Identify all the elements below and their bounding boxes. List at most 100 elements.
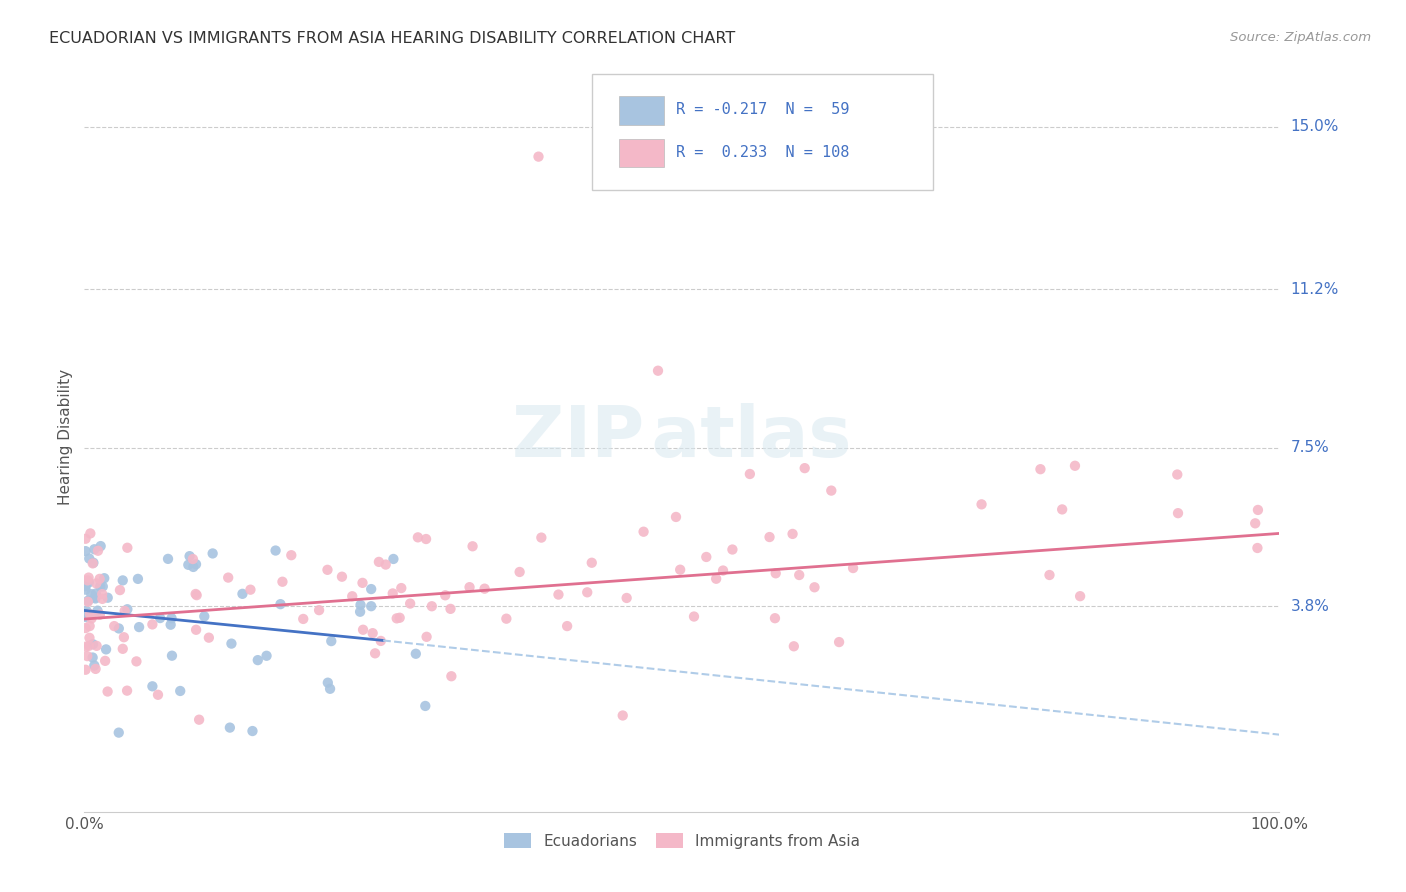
Point [239,582,262,597]
Point [75,621,97,635]
Point [415,532,437,546]
Point [555,619,578,633]
Point [108,583,131,598]
Point [108,622,131,636]
Point [458,580,481,594]
Point [264,543,287,558]
Point [612,708,634,723]
Point [75,640,97,654]
Point [94,642,117,657]
Point [75,582,97,597]
Point [1246,541,1268,555]
Point [420,599,443,614]
Point [91,591,114,606]
Point [141,617,163,632]
Text: 15.0%: 15.0% [1291,120,1339,134]
Point [128,620,150,634]
Point [177,558,200,572]
Point [711,564,734,578]
Point [188,713,211,727]
Point [184,623,207,637]
Point [125,654,148,668]
Point [89,607,111,622]
Point [793,461,815,475]
Point [169,684,191,698]
Point [280,548,302,562]
Point [77,639,100,653]
Point [1050,502,1073,516]
Point [828,635,851,649]
Point [86,576,108,591]
Point [399,597,422,611]
Point [201,546,224,560]
Point [79,619,101,633]
Point [256,648,278,663]
Point [115,683,138,698]
Point [94,654,117,668]
Point [75,604,97,618]
Point [141,679,163,693]
Point [79,631,101,645]
Point [787,568,810,582]
Point [434,588,457,602]
Point [246,653,269,667]
Point [160,648,183,663]
Point [75,579,97,593]
Point [90,539,112,553]
Point [75,663,97,677]
Point [374,558,396,572]
Point [530,531,553,545]
Point [474,582,496,596]
Text: R =  0.233  N = 108: R = 0.233 N = 108 [676,145,849,160]
Point [77,595,100,609]
Point [160,611,183,625]
Point [1166,467,1188,482]
Point [79,526,101,541]
Point [1247,503,1270,517]
Point [783,640,806,654]
Point [361,626,384,640]
Point [704,572,727,586]
Point [221,637,243,651]
Point [509,565,531,579]
Point [269,597,291,611]
Point [107,725,129,739]
Text: 11.2%: 11.2% [1291,282,1339,297]
Point [1069,589,1091,603]
FancyBboxPatch shape [619,139,664,168]
Point [231,587,253,601]
Point [721,542,744,557]
Point [292,612,315,626]
Point [665,510,688,524]
Point [75,544,97,558]
Point [389,581,412,595]
Point [242,724,264,739]
Point [765,566,787,581]
FancyBboxPatch shape [592,74,934,190]
Point [388,611,411,625]
Point [149,611,172,625]
Text: R = -0.217  N =  59: R = -0.217 N = 59 [676,103,849,117]
Point [184,587,207,601]
Point [82,557,104,571]
Point [159,617,181,632]
Legend: Ecuadorians, Immigrants from Asia: Ecuadorians, Immigrants from Asia [496,826,868,856]
Point [84,591,107,606]
Point [271,574,294,589]
Point [647,364,669,378]
Point [117,602,139,616]
Point [111,574,134,588]
Text: Source: ZipAtlas.com: Source: ZipAtlas.com [1230,31,1371,45]
Point [112,630,135,644]
Point [186,588,208,602]
Point [308,603,330,617]
Point [820,483,842,498]
Point [82,650,104,665]
Point [103,619,125,633]
Point [75,532,97,546]
Point [576,585,599,599]
Point [527,150,550,164]
Point [1064,458,1087,473]
Point [75,610,97,624]
Point [381,586,404,600]
